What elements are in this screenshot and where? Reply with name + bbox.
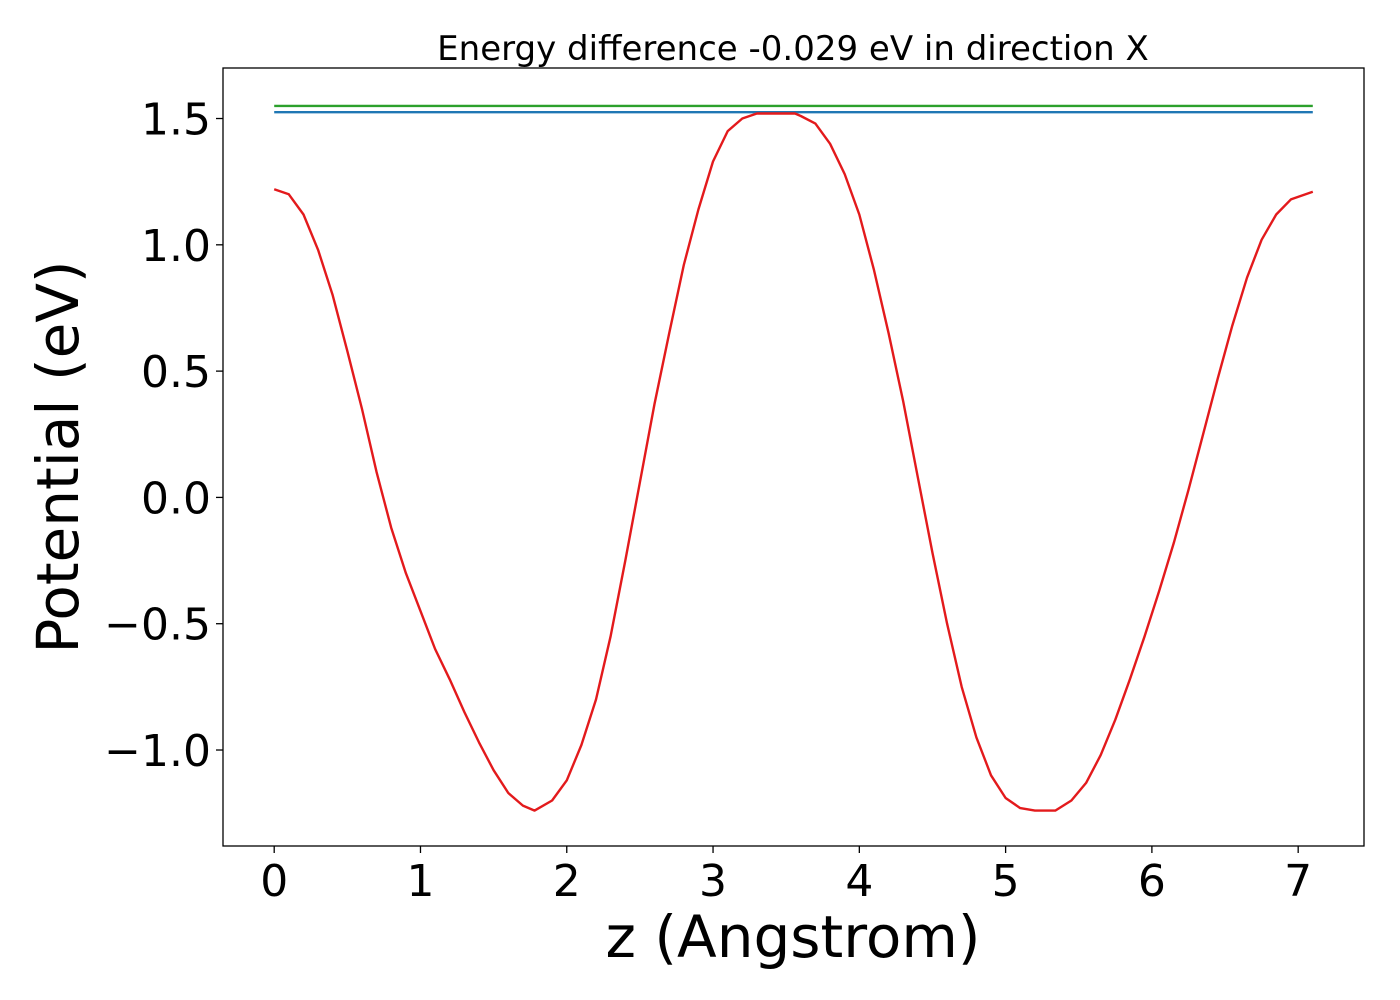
y-tick-label: 0.5: [141, 347, 211, 398]
series-line-2: [273, 112, 1314, 812]
x-tick-label: 2: [553, 856, 581, 907]
y-tick-label: −0.5: [104, 600, 211, 651]
x-tick-label: 7: [1284, 856, 1312, 907]
x-tick-label: 1: [406, 856, 434, 907]
x-axis-label: z (Angstrom): [606, 903, 981, 971]
y-tick-label: 0.0: [141, 473, 211, 524]
x-tick-label: 0: [260, 856, 288, 907]
y-tick-label: 1.0: [141, 221, 211, 272]
x-tick-label: 4: [845, 856, 873, 907]
x-tick-label: 5: [992, 856, 1020, 907]
y-axis: −1.0 −0.5 0.0 0.5 1.0 1.5: [104, 95, 223, 777]
plot-area: [273, 104, 1314, 812]
y-axis-label: Potential (eV): [24, 260, 92, 653]
x-axis: 0 1 2 3 4 5 6 7: [260, 846, 1312, 907]
plot-frame: [222, 67, 1365, 847]
chart-title: Energy difference -0.029 eV in direction…: [437, 29, 1149, 69]
x-tick-label: 3: [699, 856, 727, 907]
y-tick-label: 1.5: [141, 95, 211, 146]
x-tick-label: 6: [1138, 856, 1166, 907]
y-tick-label: −1.0: [104, 726, 211, 777]
